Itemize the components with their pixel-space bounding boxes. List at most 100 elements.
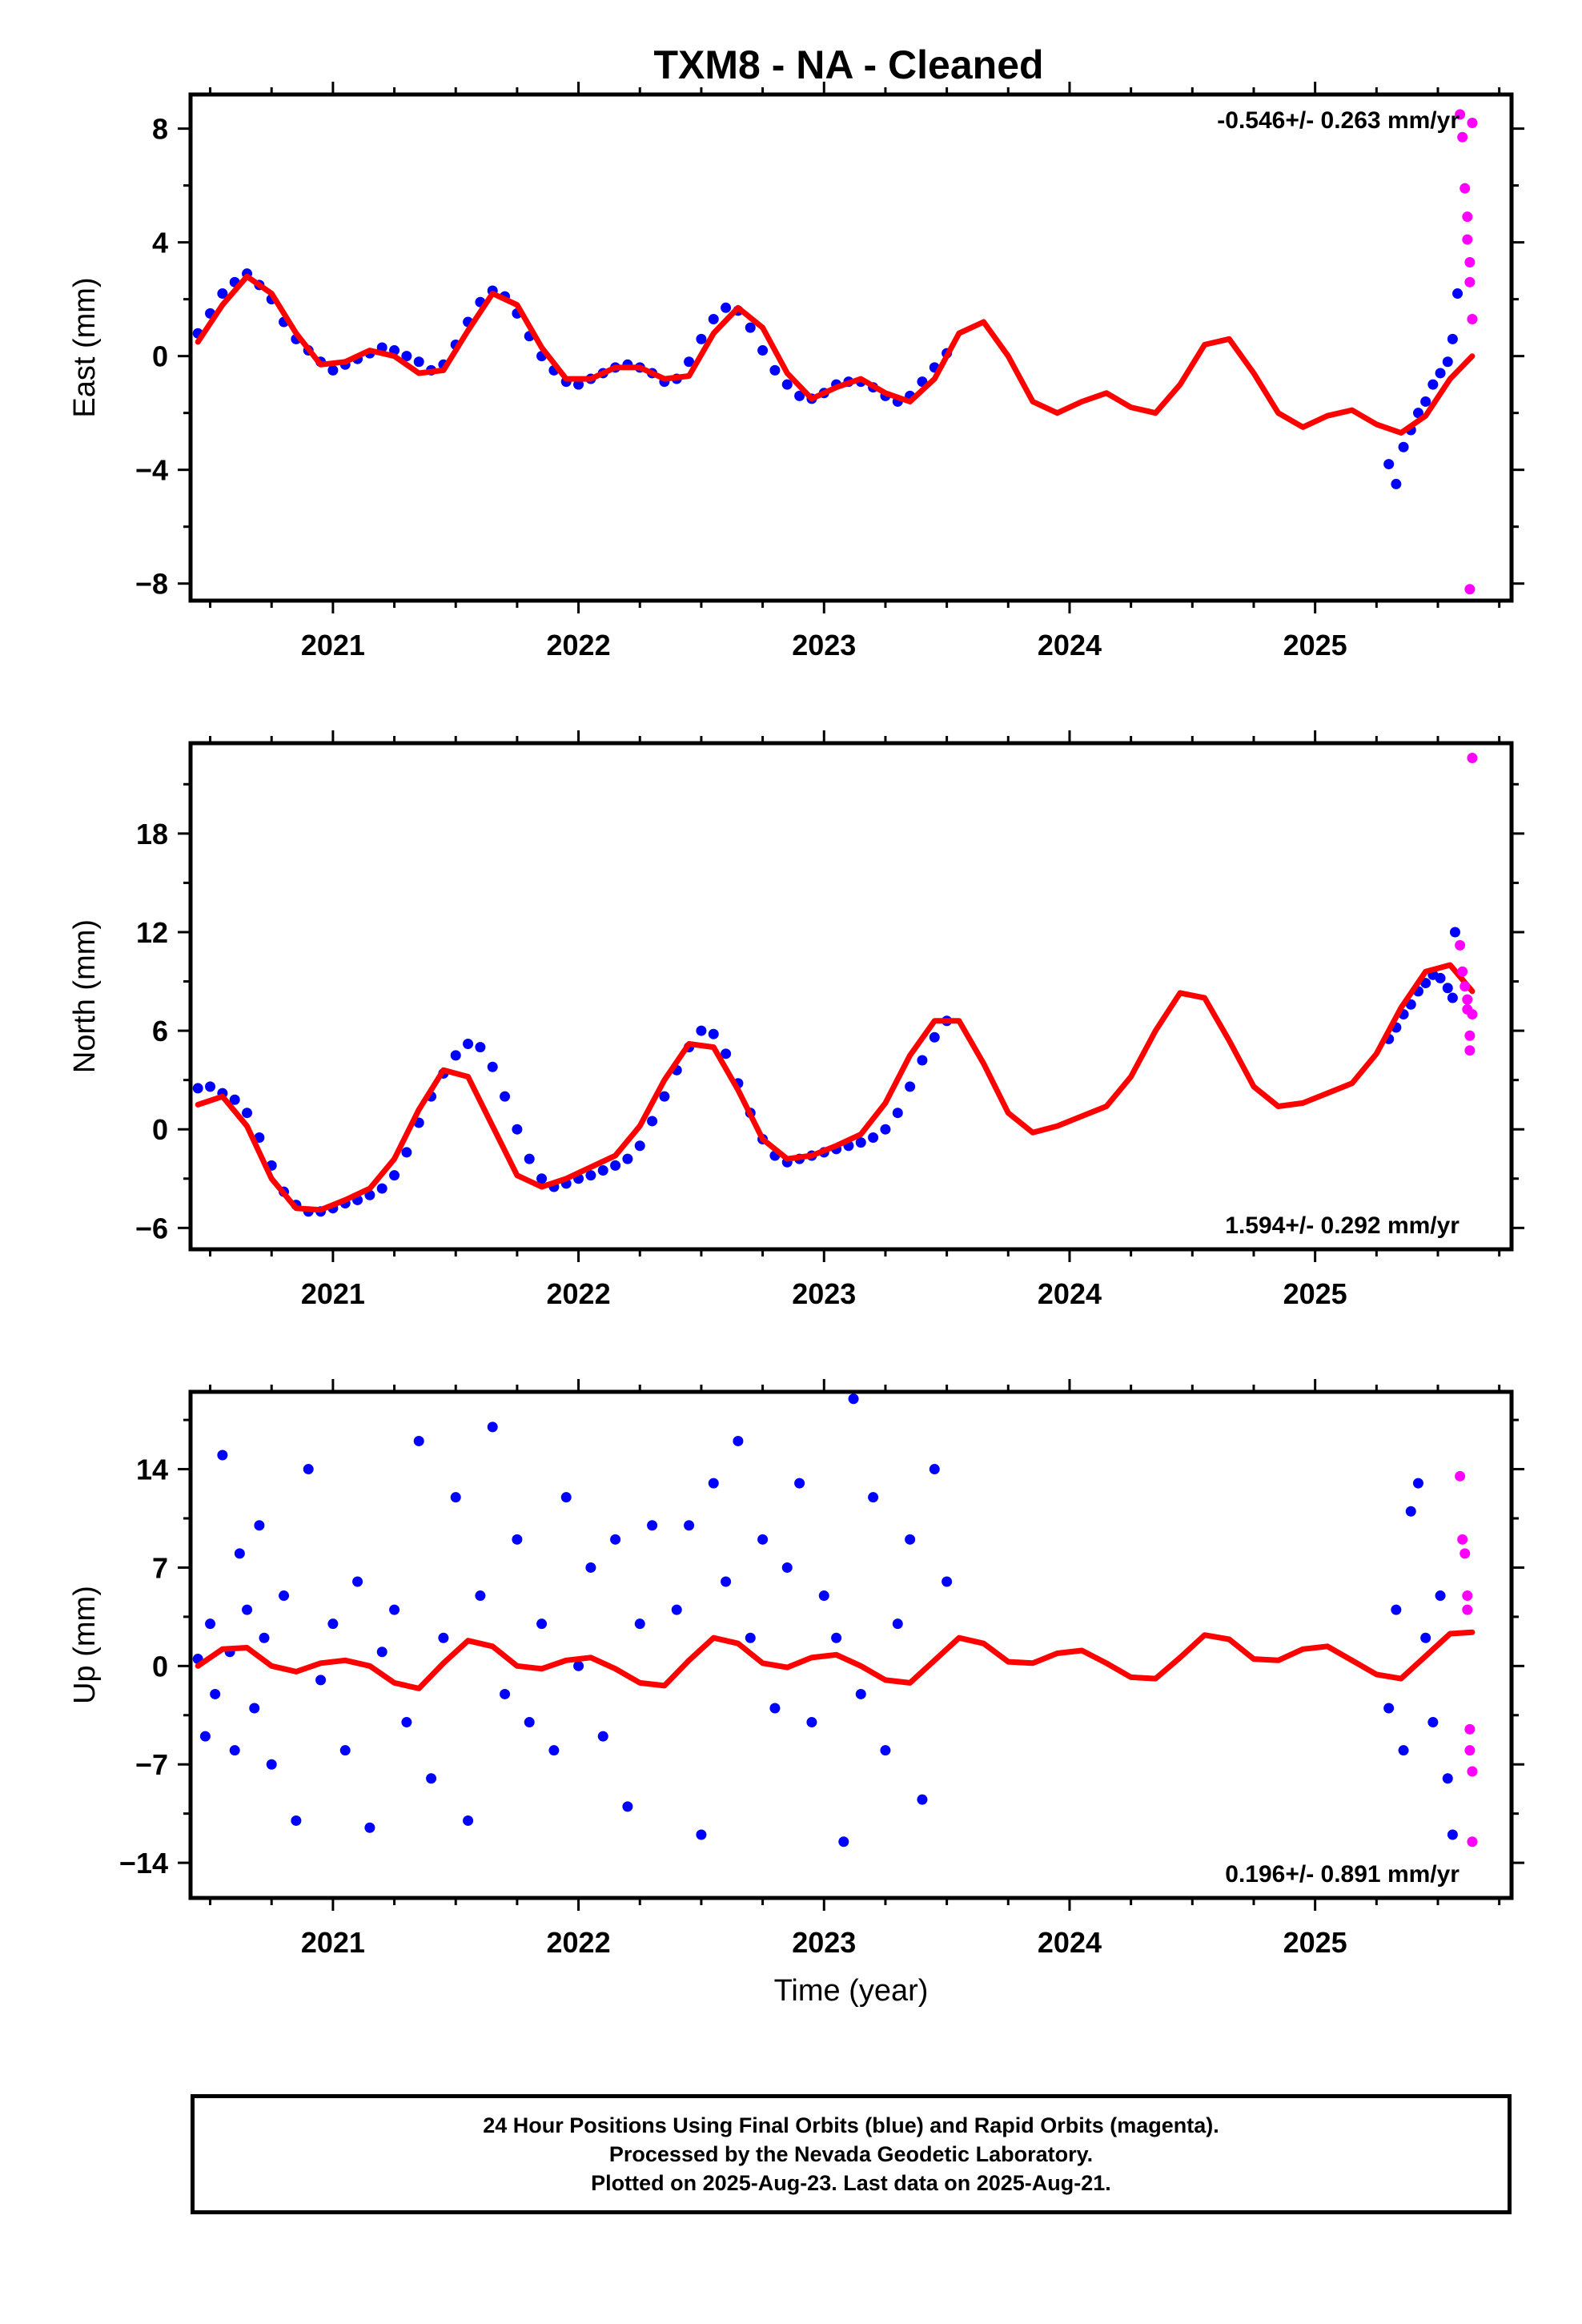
y-tick-label: −8 [135, 568, 168, 601]
rapid-orbit-point [1464, 1030, 1476, 1041]
final-orbit-point [585, 1170, 596, 1181]
final-orbit-point [634, 1618, 645, 1630]
rapid-orbit-point [1464, 256, 1476, 267]
final-orbit-point [1435, 1590, 1446, 1602]
y-tick-label: 4 [152, 227, 168, 259]
final-orbit-point [929, 1031, 940, 1043]
final-orbit-point [721, 1576, 732, 1587]
final-orbit-point [1405, 1506, 1416, 1517]
final-orbit-point [684, 356, 695, 368]
final-orbit-point [597, 1731, 608, 1742]
final-orbit-point [1442, 356, 1453, 368]
y-axis-label: Up (mm) [68, 1586, 102, 1704]
panel-1: 2021 2022 2023 2024 2025 −8 −4 0 4 8 East (mm) -0.5… [68, 82, 1524, 661]
final-orbit-point [794, 1478, 805, 1489]
footer-box: 24 Hour Positions Using Final Orbits (bl… [191, 2094, 1512, 2214]
final-orbit-point [327, 364, 339, 376]
y-tick-label: 0 [152, 1650, 168, 1683]
final-orbit-point [585, 1562, 596, 1573]
final-orbit-point [1412, 408, 1423, 419]
rapid-orbit-point [1462, 234, 1473, 245]
x-tick-label: 2023 [792, 1277, 856, 1310]
final-orbit-point [512, 1534, 523, 1545]
final-orbit-point [548, 1745, 560, 1756]
final-orbit-point [929, 1464, 940, 1475]
x-tick-label: 2022 [547, 1277, 611, 1310]
final-orbit-point [696, 333, 707, 344]
final-orbit-point [684, 1520, 695, 1531]
rapid-orbit-point [1462, 994, 1473, 1005]
y-tick-label: 8 [152, 113, 168, 146]
final-orbit-point [708, 1478, 719, 1489]
final-orbit-point [769, 364, 781, 376]
final-orbit-point [708, 313, 719, 324]
final-orbit-point [339, 1745, 351, 1756]
final-orbit-point [205, 1081, 216, 1092]
footer-line-3: Plotted on 2025-Aug-23. Last data on 202… [591, 2171, 1111, 2195]
final-orbit-point [524, 1153, 535, 1164]
footer-line-1: 24 Hour Positions Using Final Orbits (bl… [483, 2113, 1219, 2137]
final-orbit-point [229, 1745, 240, 1756]
plot-area [192, 109, 1478, 595]
rapid-orbit-point [1462, 211, 1473, 223]
final-orbit-point [794, 390, 805, 401]
y-tick-label: 14 [136, 1454, 168, 1486]
final-orbit-point [401, 351, 412, 362]
x-tick-label: 2025 [1283, 1926, 1347, 1959]
final-orbit-point [1442, 983, 1453, 994]
final-orbit-point [536, 1173, 548, 1184]
y-tick-label: −14 [119, 1847, 168, 1880]
final-orbit-point [868, 1132, 879, 1143]
x-tick-label: 2025 [1283, 1277, 1347, 1310]
final-orbit-point [512, 1124, 523, 1135]
final-orbit-point [880, 1124, 891, 1135]
y-tick-label: −4 [135, 454, 168, 487]
final-orbit-point [413, 1435, 424, 1446]
final-orbit-point [1398, 1745, 1409, 1756]
rapid-orbit-point [1467, 752, 1478, 763]
final-orbit-point [905, 1534, 916, 1545]
rapid-orbit-point [1467, 1009, 1478, 1020]
y-tick-label: 6 [152, 1015, 168, 1047]
plot-frame [188, 1389, 1514, 1900]
y-tick-label: −6 [135, 1212, 168, 1244]
final-orbit-point [413, 356, 424, 368]
final-orbit-point [733, 1435, 744, 1446]
final-orbit-point [838, 1836, 849, 1848]
final-orbit-point [917, 1794, 928, 1805]
final-orbit-point [401, 1147, 412, 1158]
final-orbit-point [560, 1492, 572, 1503]
final-orbit-point [242, 1604, 253, 1615]
plot-area [192, 1393, 1478, 1848]
final-orbit-point [659, 1091, 670, 1102]
rapid-orbit-point [1460, 981, 1471, 992]
final-orbit-point [376, 1647, 387, 1658]
final-orbit-point [892, 1108, 903, 1119]
rapid-orbit-point [1457, 966, 1468, 977]
final-orbit-point [500, 1688, 511, 1699]
final-orbit-point [463, 1815, 474, 1826]
final-orbit-point [696, 1829, 707, 1840]
final-orbit-point [917, 1055, 928, 1066]
rapid-orbit-point [1455, 939, 1466, 951]
rate-label: -0.546+/- 0.263 mm/yr [1217, 107, 1460, 134]
rapid-orbit-point [1464, 1723, 1476, 1735]
final-orbit-point [781, 1562, 793, 1573]
final-orbit-point [249, 1703, 260, 1714]
final-orbit-point [205, 1618, 216, 1630]
final-orbit-point [671, 1604, 682, 1615]
final-orbit-point [266, 1759, 277, 1770]
final-orbit-point [254, 1132, 265, 1143]
final-orbit-point [721, 302, 732, 313]
rapid-orbit-point [1467, 313, 1478, 324]
final-orbit-point [769, 1703, 781, 1714]
final-orbit-point [622, 1153, 633, 1164]
plot-frame [188, 741, 1514, 1252]
final-orbit-point [757, 1534, 769, 1545]
final-orbit-point [1391, 1604, 1402, 1615]
x-tick-label: 2022 [547, 1926, 611, 1959]
final-orbit-point [475, 1590, 486, 1602]
final-orbit-point [855, 1688, 866, 1699]
rapid-orbit-point [1457, 1534, 1468, 1545]
chart-title: TXM8 - NA - Cleaned [653, 42, 1043, 87]
